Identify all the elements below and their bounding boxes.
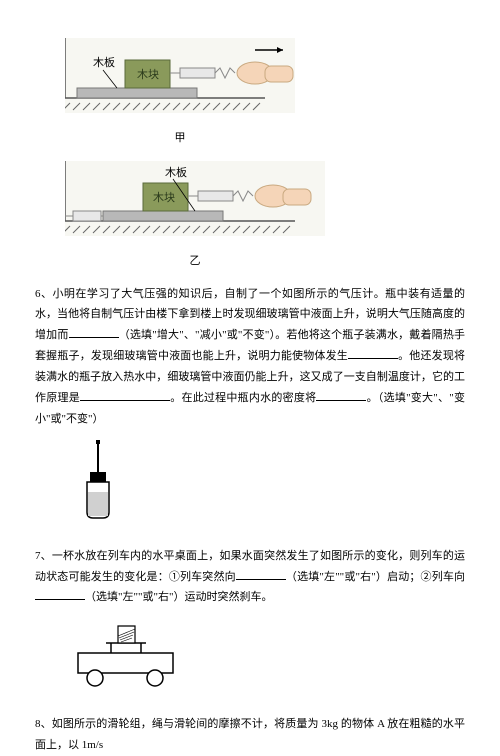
board-label: 木板 [165, 165, 187, 179]
blank [316, 389, 366, 401]
q6-number: 6、 [35, 288, 52, 300]
q8-number: 8、 [35, 718, 52, 730]
question-7: 7、一杯水放在列车内的水平桌面上，如果水面突然发生了如图所示的变化，则列车的运动… [35, 546, 465, 609]
caption-yi: 乙 [65, 251, 325, 272]
blank [348, 347, 398, 359]
water [88, 492, 108, 516]
wheel [87, 670, 103, 686]
diagram-jia: 木板 木块 [65, 38, 295, 118]
question-8: 8、如图所示的滑轮组，绳与滑轮间的摩擦不计，将质量为 3kg 的物体 A 放在粗… [35, 714, 465, 756]
q7-p2: （选填"左""或"右"）运动时突然刹车。 [85, 591, 272, 603]
blank [69, 326, 119, 338]
blank [35, 588, 85, 600]
figure-yi: 木板 木块 乙 [65, 161, 465, 272]
block-label: 木块 [153, 191, 175, 204]
q8-text: 如图所示的滑轮组，绳与滑轮间的摩擦不计，将质量为 3kg 的物体 A 放在粗糙的… [35, 718, 465, 751]
q6-p3: 。在此过程中瓶内水的密度将 [170, 392, 316, 404]
caption-jia: 甲 [65, 128, 295, 149]
blank [236, 568, 286, 580]
tube-top [96, 440, 100, 444]
diagram-yi: 木板 木块 [65, 161, 325, 241]
figure-bottle [73, 440, 465, 528]
bottle-diagram [73, 440, 123, 520]
q7-p1: （选填"左""或"右"）启动；②列车向 [286, 571, 465, 583]
block-label: 木块 [137, 68, 159, 81]
board [77, 88, 197, 98]
q7-number: 7、 [35, 550, 52, 562]
board [103, 211, 223, 221]
question-6: 6、小明在学习了大气压强的知识后，自制了一个如图所示的气压计。瓶中装有适量的水，… [35, 284, 465, 430]
figure-cart [73, 618, 465, 696]
wheel [147, 670, 163, 686]
board-label: 木板 [93, 55, 115, 69]
figure-jia: 木板 木块 甲 [65, 38, 465, 149]
stopper [90, 472, 106, 482]
cup [118, 626, 135, 643]
cart-diagram [73, 618, 183, 688]
blank [80, 389, 170, 401]
